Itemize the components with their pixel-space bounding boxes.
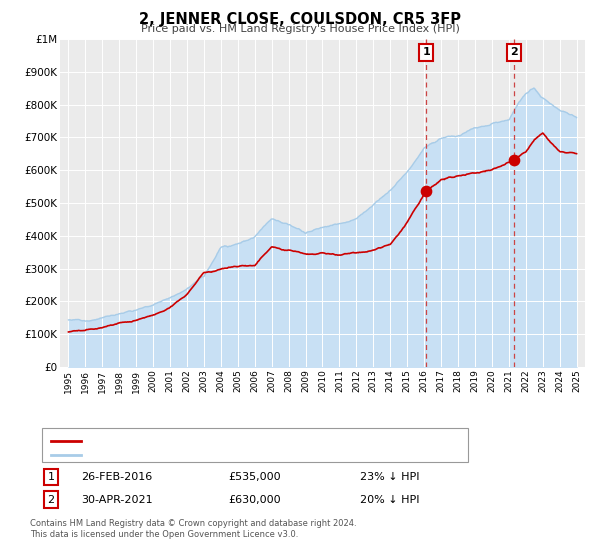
Text: 2: 2 — [511, 48, 518, 57]
Text: Contains HM Land Registry data © Crown copyright and database right 2024.: Contains HM Land Registry data © Crown c… — [30, 519, 356, 528]
Text: Price paid vs. HM Land Registry's House Price Index (HPI): Price paid vs. HM Land Registry's House … — [140, 24, 460, 34]
Text: 30-APR-2021: 30-APR-2021 — [81, 494, 152, 505]
Text: This data is licensed under the Open Government Licence v3.0.: This data is licensed under the Open Gov… — [30, 530, 298, 539]
Text: 20% ↓ HPI: 20% ↓ HPI — [360, 494, 419, 505]
Text: 2: 2 — [47, 494, 55, 505]
Text: £535,000: £535,000 — [228, 472, 281, 482]
Text: 2, JENNER CLOSE, COULSDON, CR5 3FP (detached house): 2, JENNER CLOSE, COULSDON, CR5 3FP (deta… — [85, 436, 385, 446]
Text: 26-FEB-2016: 26-FEB-2016 — [81, 472, 152, 482]
Text: 2, JENNER CLOSE, COULSDON, CR5 3FP: 2, JENNER CLOSE, COULSDON, CR5 3FP — [139, 12, 461, 27]
Text: 23% ↓ HPI: 23% ↓ HPI — [360, 472, 419, 482]
Text: £630,000: £630,000 — [228, 494, 281, 505]
Text: 1: 1 — [422, 48, 430, 57]
Text: 1: 1 — [47, 472, 55, 482]
Text: HPI: Average price, detached house, Croydon: HPI: Average price, detached house, Croy… — [85, 450, 322, 460]
Point — [509, 156, 519, 165]
Point — [421, 186, 431, 195]
